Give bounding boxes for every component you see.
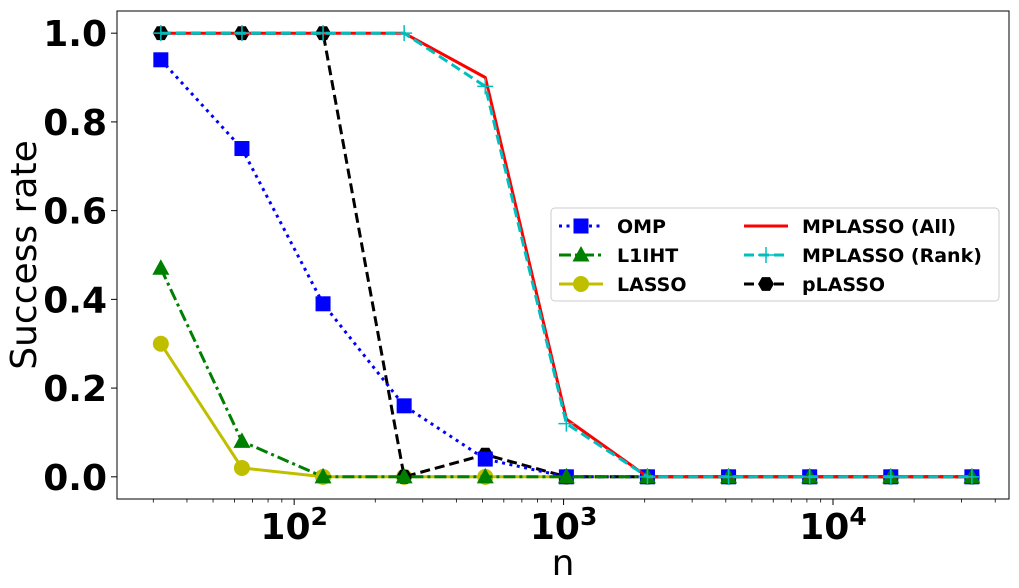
legend: MPLASSO (All) MPLASSO (Rank) pLASSO OMP L1IH… bbox=[550, 207, 1000, 302]
y-tick-label: 0.8 bbox=[43, 103, 107, 144]
data-point bbox=[153, 52, 169, 68]
data-point bbox=[720, 468, 737, 485]
data-point bbox=[558, 415, 575, 432]
data-point bbox=[233, 25, 250, 42]
x-tick-label: 103 bbox=[530, 502, 598, 548]
legend-item: MPLASSO (All) bbox=[744, 216, 956, 238]
data-point bbox=[963, 468, 980, 485]
legend-label: L1IHT bbox=[617, 245, 678, 267]
data-point bbox=[639, 468, 656, 485]
legend-item: pLASSO bbox=[744, 274, 885, 296]
legend-marker bbox=[573, 276, 589, 292]
legend-item: MPLASSO (Rank) bbox=[744, 245, 982, 267]
series-lasso bbox=[152, 335, 980, 485]
data-point bbox=[477, 451, 493, 467]
data-point bbox=[801, 468, 818, 485]
data-point bbox=[315, 296, 331, 312]
data-point bbox=[395, 467, 413, 484]
legend-label: MPLASSO (All) bbox=[802, 216, 956, 238]
y-tick-label: 0.2 bbox=[43, 369, 107, 410]
data-point bbox=[557, 467, 575, 484]
data-point bbox=[234, 141, 250, 157]
legend-marker bbox=[572, 246, 590, 262]
y-tick-label: 0.6 bbox=[43, 192, 107, 233]
data-point bbox=[315, 25, 332, 42]
data-point bbox=[476, 467, 494, 484]
x-tick-label: 104 bbox=[799, 502, 867, 548]
legend-marker bbox=[758, 277, 774, 291]
data-point bbox=[152, 259, 170, 275]
data-point bbox=[233, 432, 251, 448]
data-point bbox=[314, 467, 332, 484]
legend-label: MPLASSO (Rank) bbox=[802, 245, 982, 267]
plot-frame bbox=[116, 10, 1010, 500]
data-point bbox=[233, 459, 250, 476]
data-point bbox=[882, 468, 899, 485]
legend-item: LASSO bbox=[559, 274, 686, 296]
legend-marker bbox=[573, 218, 589, 234]
data-point bbox=[396, 25, 413, 42]
chart-marks bbox=[152, 25, 981, 485]
y-tick-label: 0.0 bbox=[43, 458, 107, 499]
x-axis-title: n bbox=[552, 543, 575, 584]
series-mplasso-rank bbox=[152, 25, 980, 485]
series-line bbox=[160, 31, 972, 479]
y-tick-label: 1.0 bbox=[43, 14, 107, 55]
x-tick-label: 102 bbox=[260, 502, 328, 548]
legend-marker bbox=[758, 247, 774, 263]
series-line bbox=[159, 342, 972, 479]
data-point bbox=[152, 335, 169, 352]
y-tick-label: 0.4 bbox=[43, 280, 107, 321]
legend-item: OMP bbox=[559, 216, 666, 238]
y-axis-title: Success rate bbox=[4, 140, 45, 369]
legend-label: pLASSO bbox=[802, 274, 885, 296]
axes: 0.0 0.2 0.4 0.6 0.8 1.0 102 103 104 bbox=[43, 14, 996, 548]
data-point bbox=[152, 25, 169, 42]
data-point bbox=[477, 78, 494, 95]
data-point bbox=[396, 398, 412, 414]
legend-label: LASSO bbox=[617, 274, 686, 296]
legend-label: OMP bbox=[617, 216, 666, 238]
legend-item: L1IHT bbox=[559, 245, 678, 267]
